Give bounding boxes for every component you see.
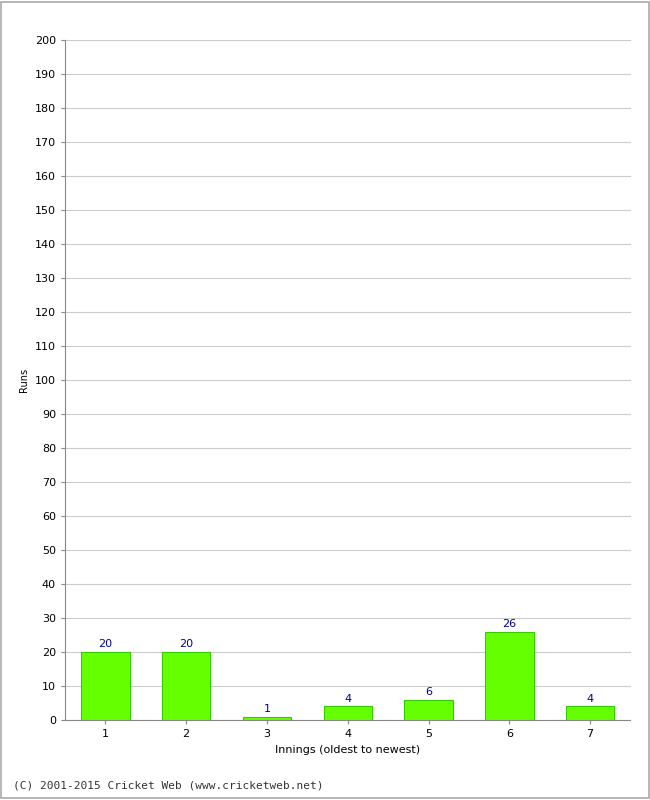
Bar <box>81 652 129 720</box>
Bar <box>566 706 614 720</box>
Text: 4: 4 <box>586 694 593 704</box>
Bar <box>404 699 453 720</box>
Text: 20: 20 <box>179 639 193 650</box>
Bar <box>324 706 372 720</box>
Text: 4: 4 <box>344 694 351 704</box>
Text: 6: 6 <box>425 687 432 697</box>
Text: 1: 1 <box>263 704 270 714</box>
Text: 20: 20 <box>98 639 112 650</box>
Y-axis label: Runs: Runs <box>20 368 29 392</box>
Text: (C) 2001-2015 Cricket Web (www.cricketweb.net): (C) 2001-2015 Cricket Web (www.cricketwe… <box>13 781 324 790</box>
Bar <box>242 717 291 720</box>
X-axis label: Innings (oldest to newest): Innings (oldest to newest) <box>275 745 421 754</box>
Bar <box>485 632 534 720</box>
Bar <box>162 652 211 720</box>
Text: 26: 26 <box>502 619 516 629</box>
